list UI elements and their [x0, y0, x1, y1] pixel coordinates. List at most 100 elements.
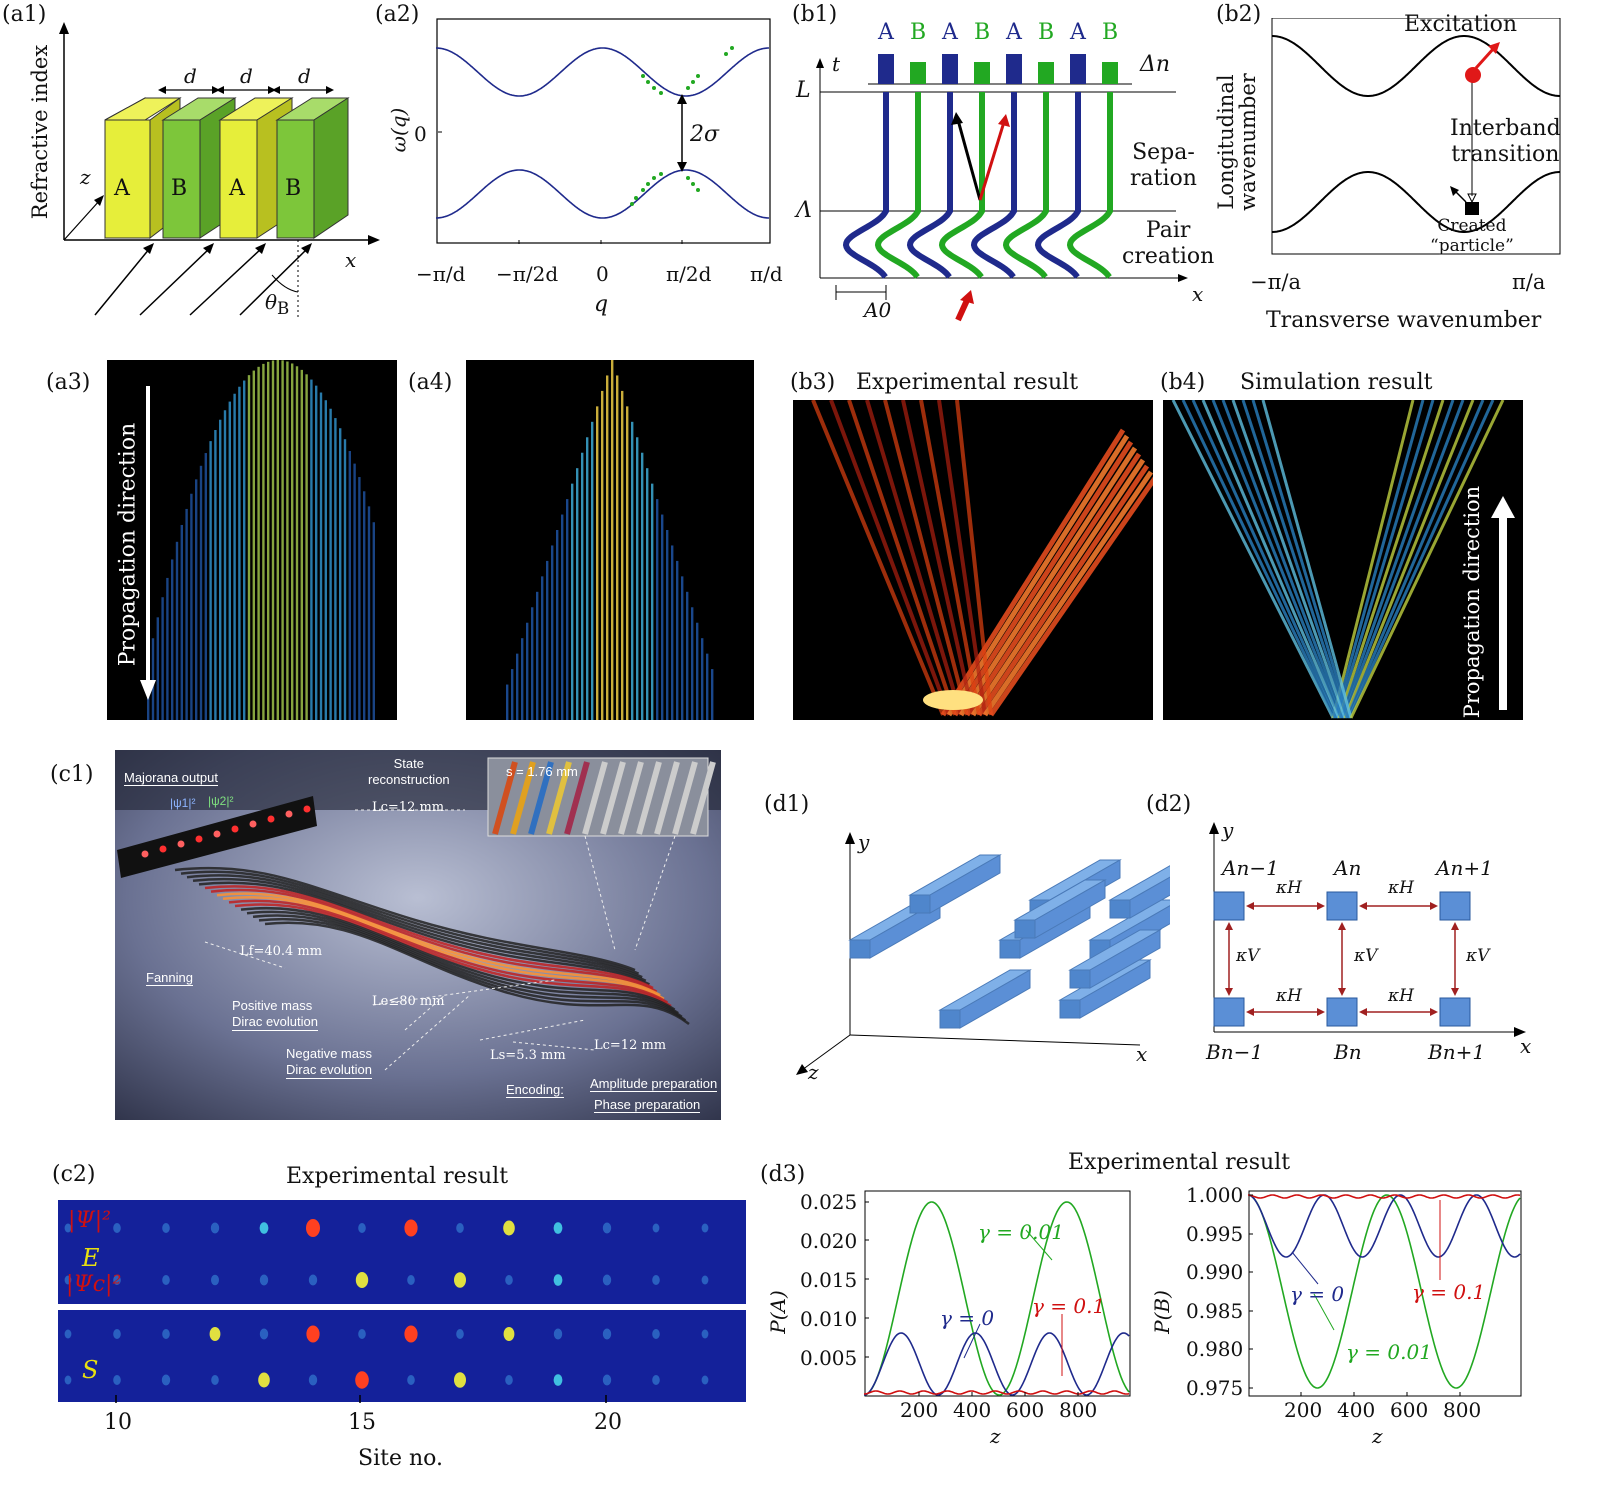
a3-stripe	[315, 385, 318, 720]
d3-right-xtick-0: 200	[1284, 1398, 1323, 1422]
c2-spot	[64, 1223, 72, 1233]
d3-left-ytick-1: 0.020	[800, 1229, 858, 1253]
a1-block-a2: A	[229, 176, 245, 201]
c2-spot	[602, 1328, 612, 1340]
c2-spot	[355, 1272, 369, 1288]
b3-beam-right	[970, 458, 1146, 717]
d1-waveguide-bar	[908, 854, 1002, 914]
panel-b2-diagram	[1271, 18, 1561, 255]
a3-stripe	[219, 419, 222, 720]
panel-label-c2: (c2)	[52, 1162, 96, 1187]
a3-stripe	[310, 379, 313, 720]
d3-left-xtick-3: 800	[1059, 1398, 1098, 1422]
c1-majorana-output: Majorana output	[124, 770, 218, 786]
panel-label-b3: (b3)	[790, 370, 836, 395]
d1-y: y	[858, 830, 870, 854]
c2-spot	[404, 1219, 418, 1237]
b4-beam-right	[1339, 400, 1455, 719]
a3-stripe	[161, 597, 164, 720]
a1-d2: d	[240, 64, 253, 88]
c2-S: S	[82, 1356, 99, 1384]
panel-a2-plot	[436, 18, 771, 244]
b3-beam-left	[937, 400, 987, 716]
a2-xtick-5: π/d	[750, 262, 783, 286]
a3-stripe	[171, 559, 174, 720]
a3-stripe	[363, 491, 366, 720]
c1-output-spot	[231, 825, 239, 833]
a4-stripe	[506, 684, 509, 720]
panel-b1-diagram	[816, 54, 1188, 322]
b1-top-label: A	[1070, 20, 1086, 45]
a3-stripe	[281, 360, 284, 720]
b1-top-label: B	[910, 20, 927, 45]
d2-kH-4: κH	[1388, 986, 1414, 1006]
d3-left-ytick-2: 0.015	[800, 1268, 858, 1292]
c2-spot	[209, 1327, 221, 1341]
c2-spot	[162, 1275, 170, 1285]
a4-stripe	[666, 530, 669, 720]
a3-stripe	[339, 428, 342, 720]
c1-waveguide	[204, 885, 654, 990]
b3-beam-left	[829, 400, 951, 716]
c2-spot	[259, 1274, 269, 1286]
c1-output-spot	[177, 840, 185, 848]
c2-spot	[306, 1219, 320, 1237]
d3-left-xtick-0: 200	[900, 1398, 939, 1422]
b3-beam-right	[982, 470, 1153, 717]
b1-waveguide-line	[1002, 92, 1049, 279]
b1-index-bar	[942, 54, 958, 84]
panel-d1-diagram	[796, 832, 1170, 1075]
b3-beam-right	[988, 476, 1153, 717]
panel-label-a2: (a2)	[375, 2, 420, 27]
b1-x: x	[1192, 282, 1204, 306]
c1-waveguide	[198, 881, 650, 986]
c2-spot	[64, 1329, 72, 1339]
c1-lc12: Lc=12 mm	[372, 800, 445, 815]
b3-beam-right	[964, 452, 1142, 717]
a3-stripe	[329, 408, 332, 720]
a1-d3: d	[298, 64, 311, 88]
a4-stripe	[641, 452, 644, 720]
d3-left-ytick-0: 0.025	[800, 1190, 858, 1214]
d2-kV-3: κV	[1466, 946, 1490, 966]
a4-stripe	[671, 545, 674, 720]
c1-output-spot	[249, 820, 257, 828]
a3-stripe	[228, 401, 231, 720]
b4-beam-left	[1241, 400, 1349, 719]
b1-index-bar	[1070, 54, 1086, 84]
a1-theta: θB	[265, 290, 290, 318]
b3-beam-right	[976, 464, 1150, 717]
d3-left-g001: γ = 0.01	[978, 1220, 1064, 1244]
a1-xlabel: x	[345, 248, 357, 272]
a3-stripe	[334, 418, 337, 720]
a2-xtick-1: −π/d	[416, 262, 466, 286]
d3-left-xtick-1: 400	[953, 1398, 992, 1422]
panel-c1-image	[115, 750, 721, 1120]
a3-stripe	[353, 463, 356, 720]
b4-title: Simulation result	[1240, 370, 1433, 395]
a4-stripe	[546, 560, 549, 720]
b2-xtick-right: π/a	[1512, 270, 1546, 294]
panel-label-a3: (a3)	[46, 370, 91, 395]
a4-stripe	[591, 421, 594, 720]
c2-spot	[404, 1325, 418, 1343]
d3-left-xlabel: z	[990, 1424, 1001, 1448]
panel-a1-diagram	[59, 22, 380, 320]
b4-beam-left	[1171, 400, 1335, 719]
c2-spot	[553, 1222, 563, 1234]
a1-block-b: B	[171, 176, 188, 201]
a4-stripe	[531, 607, 534, 720]
c2-spot	[210, 1222, 220, 1234]
c1-lc12b: Lc=12 mm	[594, 1038, 667, 1053]
b4-beam-left	[1201, 400, 1341, 719]
b1-t: t	[832, 52, 841, 76]
a3-stripe	[190, 493, 193, 720]
b1-top-label: A	[1006, 20, 1022, 45]
c1-waveguide	[174, 866, 636, 972]
c2-xlabel: Site no.	[358, 1446, 443, 1471]
c2-spot	[652, 1329, 660, 1339]
a3-direction-arrow	[140, 386, 156, 700]
d2-An+1: An+1	[1436, 856, 1493, 880]
c2-spot	[505, 1375, 513, 1385]
d3-right-g01: γ = 0.1	[1412, 1280, 1486, 1304]
